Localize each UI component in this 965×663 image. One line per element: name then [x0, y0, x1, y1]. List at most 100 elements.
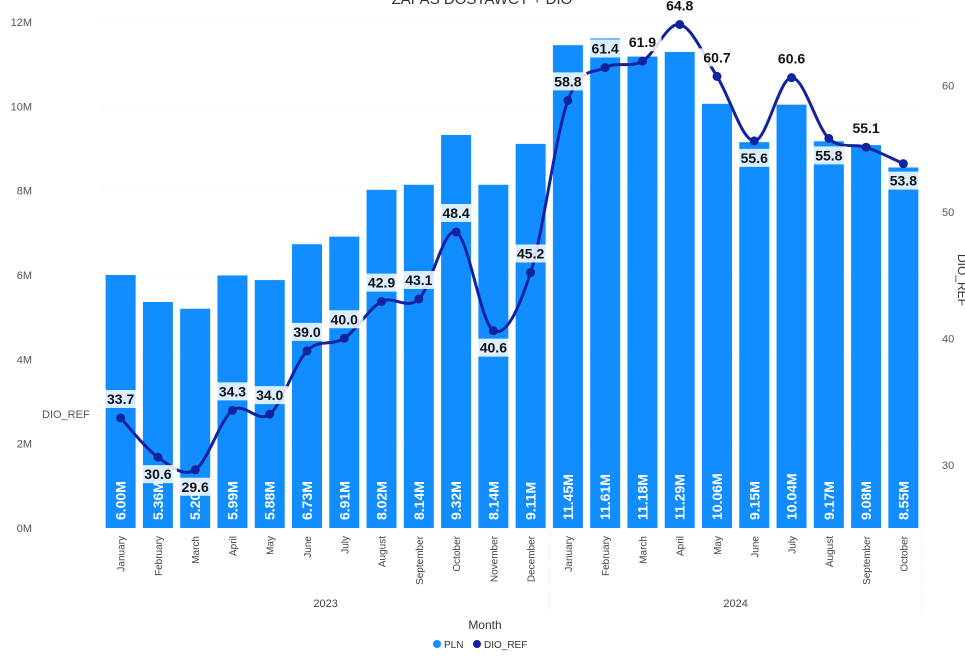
x-month-label: February — [154, 536, 165, 576]
dio-ref-value-label: 30.6 — [144, 466, 171, 482]
bar-value-label: 8.14M — [485, 481, 501, 520]
dio-ref-value-label: 42.9 — [368, 275, 395, 291]
bar-pln — [664, 51, 695, 529]
legend: PLN DIO_REF — [433, 640, 527, 651]
x-month-label: June — [303, 536, 314, 558]
x-month-label: December — [527, 535, 538, 582]
dio-ref-value-label: 34.3 — [219, 383, 246, 399]
y-left-tick-label: 4M — [17, 354, 32, 366]
dio-ref-label-bg — [586, 39, 625, 58]
dio-ref-label-bg — [325, 310, 364, 329]
x-month-label: May — [713, 536, 724, 555]
dio-ref-point — [339, 333, 349, 343]
bar-value-label: 6.91M — [336, 481, 352, 520]
dio-ref-point — [898, 159, 908, 169]
dio-ref-label-bg — [176, 477, 215, 496]
dio-ref-point — [377, 297, 387, 307]
dio-ref-value-label: 55.1 — [852, 120, 879, 136]
dio-ref-label-bg — [474, 338, 513, 357]
bar-value-label: 8.14M — [411, 481, 427, 520]
legend-marker — [473, 640, 481, 648]
dio-ref-value-label: 39.0 — [293, 324, 320, 340]
dio-ref-point — [600, 63, 610, 73]
legend-marker — [433, 640, 441, 648]
x-month-label: September — [415, 535, 426, 585]
dio-ref-value-label: 61.4 — [592, 41, 619, 57]
bar-pln — [552, 45, 583, 529]
bar-pln — [515, 143, 546, 528]
dio-ref-label-bg — [623, 33, 662, 52]
x-year-label: 2023 — [313, 598, 337, 610]
y-left-tick-label: 8M — [17, 186, 32, 198]
x-axis-title: Month — [468, 618, 501, 632]
bar-pln — [217, 275, 248, 528]
bar-pln — [627, 56, 658, 529]
bar-value-label: 6.73M — [299, 481, 315, 520]
bar-pln — [366, 189, 397, 528]
bar-value-label: 5.99M — [224, 481, 240, 520]
dio-ref-label-bg — [288, 322, 326, 341]
bar-value-label: 5.36M — [150, 481, 166, 520]
y-axis-right-title: DIO_REF — [955, 254, 965, 306]
dio-ref-label-bg — [660, 0, 699, 15]
y-left-tick-label: 10M — [11, 101, 32, 113]
bar-value-label: 5.88M — [262, 481, 278, 520]
y-right-tick-label: 50 — [942, 207, 954, 219]
dio-ref-point — [302, 346, 312, 356]
bar-value-label: 9.08M — [858, 481, 874, 520]
x-month-label: October — [452, 535, 463, 571]
x-month-label: October — [899, 535, 910, 571]
dio-ref-points — [116, 20, 908, 475]
bar-value-label: 11.29M — [672, 474, 688, 520]
dio-ref-value-label: 48.4 — [442, 205, 469, 221]
x-month-label: August — [378, 536, 389, 567]
x-month-label: April — [228, 536, 239, 556]
dio-ref-label-bg — [809, 146, 848, 165]
bar-pln — [888, 167, 919, 528]
y-right-tick-label: 60 — [942, 80, 954, 92]
dio-ref-point — [488, 326, 498, 336]
x-month-label: August — [825, 536, 836, 567]
x-month-label: April — [676, 536, 687, 556]
dio-ref-value-label: 34.0 — [256, 387, 283, 403]
dio-ref-label-bg — [511, 244, 550, 263]
bar-pln — [739, 142, 770, 529]
dio-ref-label-bg — [847, 119, 886, 138]
dio-ref-labels: 33.7 30.6 29.6 34.3 34.0 39.0 40.0 42.9 43.1 48.4… — [101, 0, 923, 496]
dio-ref-value-label: 60.6 — [778, 51, 805, 67]
dio-ref-label-bg — [138, 465, 177, 484]
dio-ref-label-bg — [362, 273, 401, 292]
legend-label: DIO_REF — [484, 640, 527, 651]
dio-ref-value-label: 55.6 — [741, 150, 768, 166]
y-right-tick-label: 30 — [942, 460, 954, 472]
dio-ref-point — [861, 142, 871, 152]
dio-ref-label-bg — [548, 72, 587, 91]
y-left-tick-label: 12M — [11, 17, 32, 29]
x-month-label: September — [862, 535, 873, 585]
y-left-tick-label: 6M — [17, 270, 32, 282]
dio-ref-label-bg — [884, 171, 923, 190]
dio-ref-point — [116, 413, 126, 423]
y-axis-left: 0M 2M 4M 6M 8M 10M 12M — [11, 17, 32, 535]
bar-value-label: 9.17M — [821, 481, 837, 520]
bar-value-label: 10.04M — [784, 473, 800, 520]
dio-ref-point — [190, 465, 200, 475]
bar-value-label: 8.02M — [374, 481, 390, 520]
dio-ref-label-bg — [101, 389, 140, 408]
dio-ref-point — [712, 71, 722, 81]
x-month-label: June — [750, 536, 761, 558]
dio-ref-line — [119, 23, 904, 474]
dio-ref-point — [637, 56, 647, 66]
y-left-tick-label: 0M — [17, 523, 32, 535]
dio-ref-point — [749, 136, 759, 146]
bar-pln — [851, 145, 882, 529]
x-year-label: 2024 — [723, 598, 747, 610]
bar-pln — [776, 104, 807, 528]
y-left-tick-label: 2M — [17, 439, 32, 451]
dio-ref-value-label: 33.7 — [107, 391, 134, 407]
x-month-label: January — [117, 536, 128, 572]
dio-ref-point — [153, 452, 163, 462]
y-right-tick-label: 40 — [942, 333, 954, 345]
